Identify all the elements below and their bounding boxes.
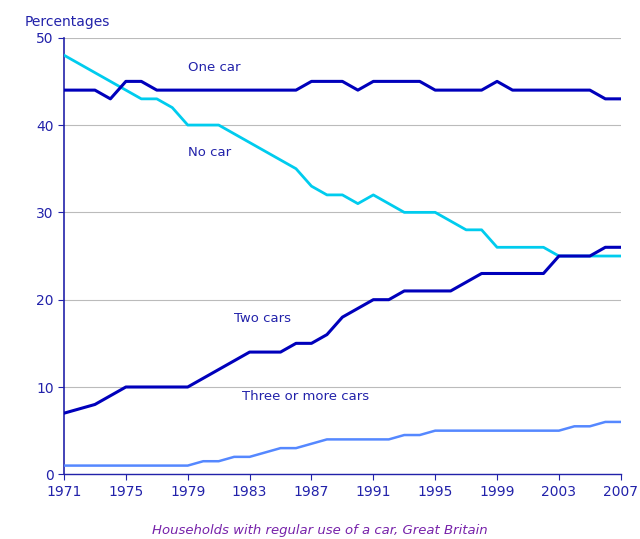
Text: One car: One car	[188, 61, 240, 74]
Text: No car: No car	[188, 146, 231, 158]
Text: Three or more cars: Three or more cars	[242, 390, 369, 403]
Text: Percentages: Percentages	[25, 15, 110, 29]
Text: Two cars: Two cars	[234, 312, 291, 324]
Text: Households with regular use of a car, Great Britain: Households with regular use of a car, Gr…	[152, 523, 488, 537]
